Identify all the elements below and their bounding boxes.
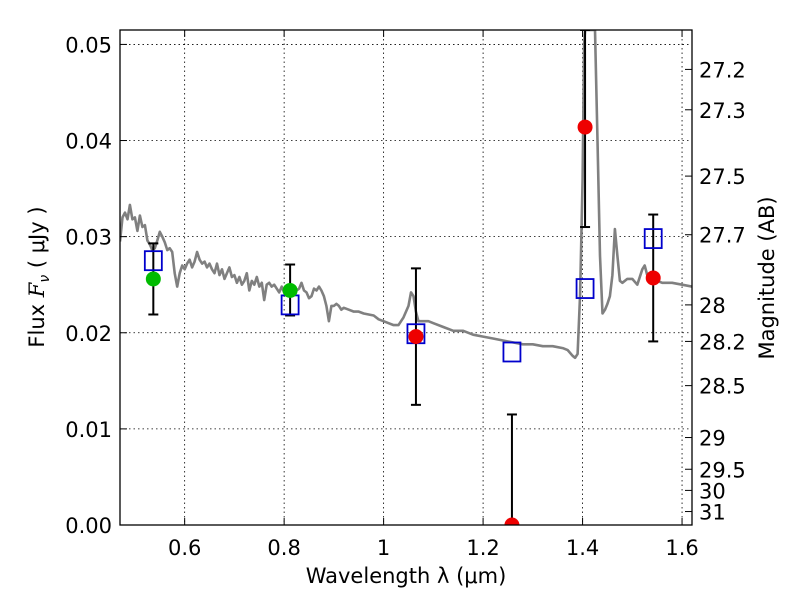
magnitude-tick-label: 27.7 (699, 224, 746, 248)
model-photometry-square (502, 341, 522, 363)
observation-marker (408, 329, 424, 345)
x-axis-label: Wavelength λ (μm) (306, 564, 507, 588)
magnitude-tick-label: 28 (699, 294, 726, 318)
y-label-subscript: ν (37, 275, 53, 283)
y-label-prefix: Flux (25, 297, 49, 347)
observation-marker (645, 270, 661, 286)
plot-frame (119, 29, 693, 526)
x-tick-label: 0.6 (168, 536, 201, 560)
plot-area: 0.6 0.8 1 1.2 1.4 1.6 0.00 0.01 0.02 0.03 0.04 0.05… (65, 29, 746, 560)
magnitude-tick-label: 29 (699, 427, 726, 451)
magnitude-tick-label: 27.3 (699, 99, 746, 123)
y-tick-label: 0.01 (65, 418, 112, 442)
y-tick-label: 0.00 (65, 514, 112, 538)
y-tick-label: 0.03 (65, 226, 112, 250)
magnitude-tick-label: 31 (699, 501, 726, 525)
x-tick-label: 0.8 (267, 536, 300, 560)
magnitude-tick-label: 27.2 (699, 58, 746, 82)
y-label-suffix: ( μJy ) (25, 206, 49, 274)
magnitude-tick-label: 28.5 (699, 375, 746, 399)
x-tick-label: 1.4 (566, 536, 599, 560)
y-tick-label: 0.02 (65, 322, 112, 346)
magnitude-tick-label: 29.5 (699, 458, 746, 482)
x-tick-label: 1.6 (665, 536, 698, 560)
plot-background (120, 30, 692, 525)
observation-marker (577, 119, 593, 135)
observation-marker (504, 517, 520, 525)
x-tick-label: 1 (377, 536, 390, 560)
magnitude-tick-label: 28.2 (699, 330, 746, 354)
data-layer (120, 30, 692, 525)
model-photometry-square (143, 250, 163, 272)
magnitude-axis-label: Magnitude (AB) (755, 196, 779, 359)
y-tick-label: 0.05 (65, 33, 112, 57)
model-photometry-square (643, 228, 663, 249)
y-label-symbol: F (25, 281, 49, 298)
model-photometry-square (575, 278, 595, 299)
detection-marker (145, 271, 161, 287)
magnitude-tick-label: 30 (699, 479, 726, 503)
detection-marker (282, 282, 298, 298)
model-spectrum-line (120, 30, 692, 360)
magnitude-tick-label: 27.5 (699, 165, 746, 189)
x-tick-label: 1.2 (466, 536, 499, 560)
y-tick-label: 0.04 (65, 130, 112, 154)
y-axis-label: Flux Fν ( μJy ) (25, 206, 53, 347)
